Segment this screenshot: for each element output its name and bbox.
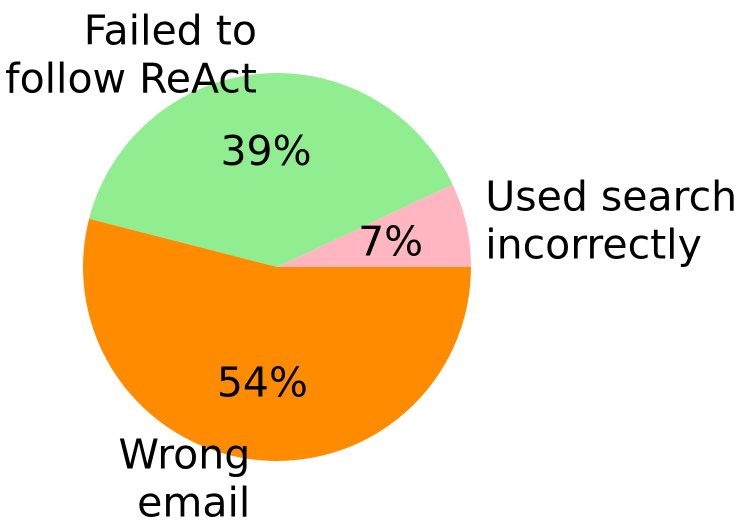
slice-category-label-line: incorrectly bbox=[485, 220, 702, 268]
pie-slices bbox=[82, 73, 472, 461]
slice-category-label-line: Failed to bbox=[84, 7, 257, 55]
slice-percent-label: 54% bbox=[217, 358, 308, 406]
pie-slice bbox=[89, 73, 453, 268]
slice-category-label-line: follow ReAct bbox=[5, 55, 257, 103]
pie-slice bbox=[277, 184, 471, 267]
slice-percent-label: 39% bbox=[220, 127, 311, 175]
slice-category-label-line: Used search bbox=[485, 172, 737, 220]
pie-slice bbox=[82, 218, 472, 461]
slice-category-label-line: Wrong bbox=[119, 431, 251, 479]
slice-category-label: Failed to follow ReAct bbox=[5, 7, 257, 103]
slice-category-label-line: email bbox=[137, 479, 250, 527]
slice-percent-label: 7% bbox=[358, 218, 423, 266]
slice-category-label: Used search incorrectly bbox=[485, 172, 737, 268]
pie-labels: 7% Used search incorrectly 39% Failed to foll… bbox=[5, 7, 737, 527]
slice-category-label: Wrong email bbox=[119, 431, 251, 527]
